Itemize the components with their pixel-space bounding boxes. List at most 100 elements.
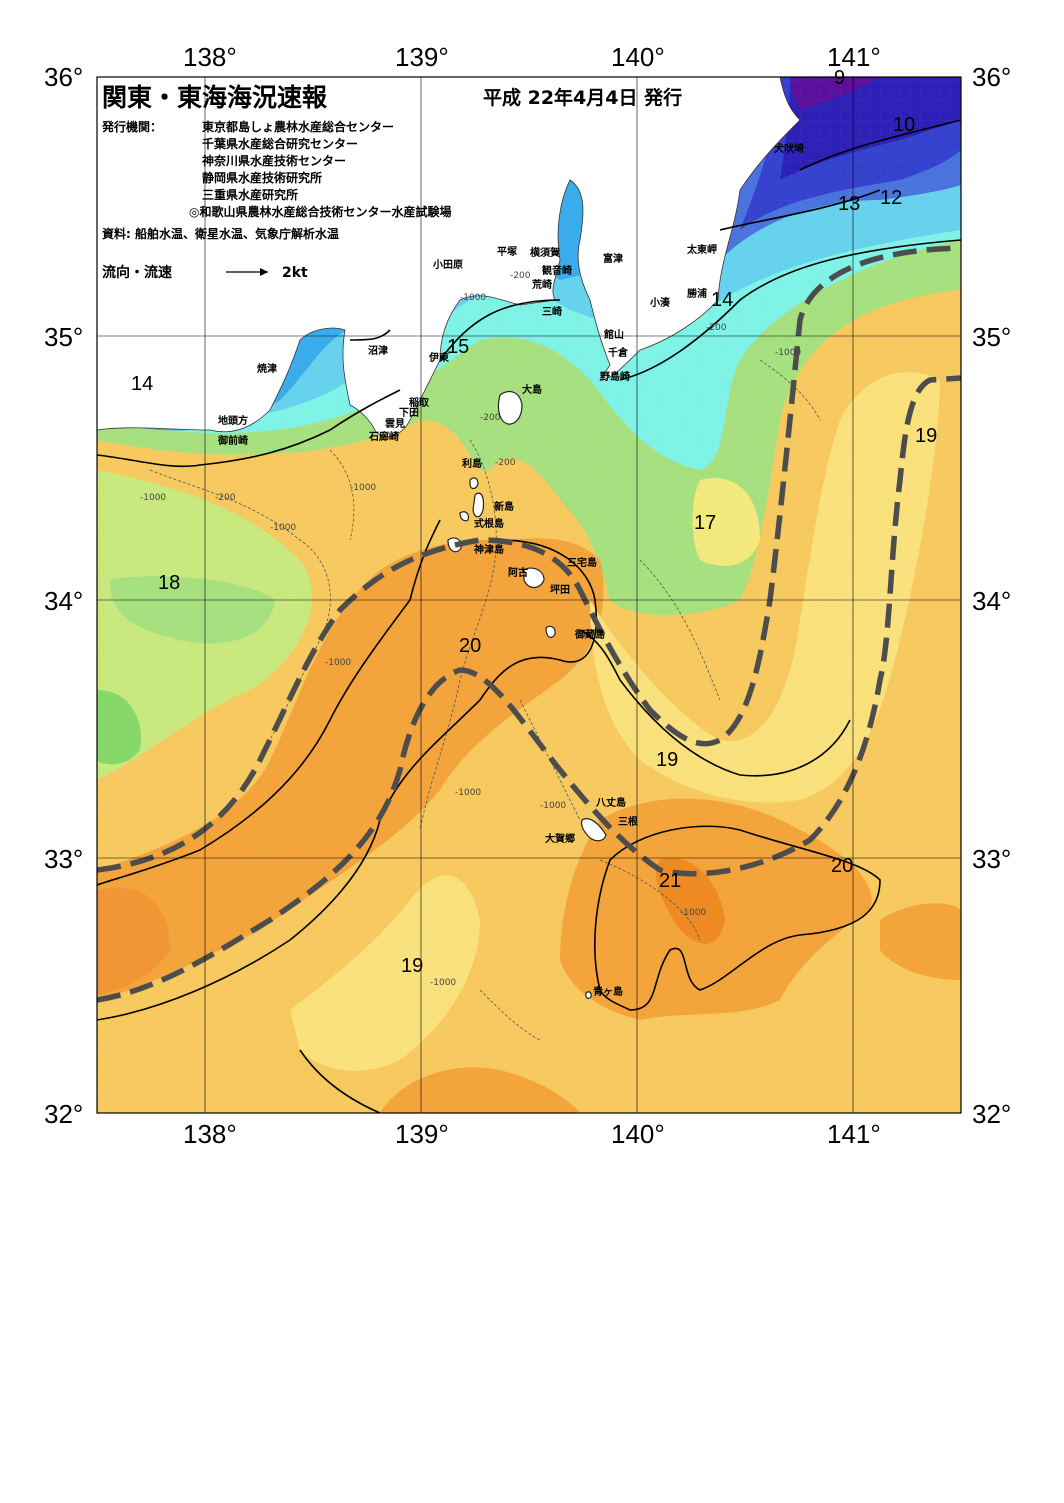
lat-label-left: 32° [44,1099,83,1129]
issuer-label: 発行機関： [101,119,162,134]
place-label: 三根 [618,815,638,828]
place-label: 下田 [399,407,419,419]
depth-label: -200 [480,413,501,423]
place-label: 阿古 [508,566,528,579]
place-label: 横須賀 [530,246,560,259]
issuer-line: 静岡県水産技術研究所 [202,170,322,185]
isotherm-labels: 9 10 12 13 14 14 14 15 17 18 19 19 19 20… [131,67,937,977]
lon-label-bottom: 139° [395,1119,449,1149]
place-label: 御前崎 [217,434,248,447]
place-label: 富津 [603,252,623,265]
place-label: 小湊 [649,296,671,309]
islands [447,391,607,999]
place-label: 野島崎 [600,370,630,383]
oshima-island [497,391,523,425]
lon-label-bottom: 141° [827,1119,881,1149]
isotherm-label: 9 [834,67,845,89]
place-label: 勝浦 [687,287,707,300]
depth-label: -1000 [460,293,486,303]
lon-label-top: 138° [183,42,237,72]
isotherm-label: 14 [711,289,733,311]
lon-label-top: 139° [395,42,449,72]
place-label: 館山 [603,328,624,341]
lat-label-right: 33° [972,844,1011,874]
mikurajima-island [545,625,556,638]
map-title: 関東・東海海況速報 [102,83,328,112]
place-label: 観音崎 [542,264,572,277]
kuroshio-axis [97,245,961,1003]
place-label: 坪田 [550,583,570,596]
place-label: 犬吠埼 [774,142,804,155]
depth-labels: -200 -200 -200 -200 -200 -1000 -1000 -10… [140,271,801,988]
legend-scale: 2kt [282,265,308,281]
lat-label-left: 36° [44,62,83,92]
isotherm-label: 13 [838,193,860,215]
isotherm-label: 19 [401,955,423,977]
isotherm-label: 14 [131,373,153,395]
depth-label: -1000 [775,348,801,358]
depth-label: -1000 [325,658,351,668]
depth-label: -200 [215,493,236,503]
issuer-line: 三重県水産研究所 [202,187,298,202]
issuer-line: 千葉県水産総合研究センター [202,136,358,151]
lon-label-bottom: 140° [611,1119,665,1149]
isotherm-label: 19 [915,425,937,447]
place-label: 荒崎 [531,278,552,291]
isotherm-label: 19 [656,749,678,771]
depth-label: -200 [495,458,516,468]
issuer-line: ◎和歌山県農林水産総合技術センター水産試験場 [189,204,451,219]
depth-label: -1000 [140,493,166,503]
lat-label-left: 34° [44,586,83,616]
place-label: 地頭方 [218,414,248,427]
issue-date: 平成 22年4月4日 発行 [483,86,682,109]
grid-lines [97,77,961,1113]
depth-label: -200 [706,323,727,333]
depth-label: -1000 [680,908,706,918]
depth-label: -200 [510,271,531,281]
place-label: 伊東 [428,351,449,364]
place-label: 八丈島 [595,796,626,809]
data-source: 資料: 船舶水温、衛星水温、気象庁解析水温 [102,226,339,241]
lat-label-left: 35° [44,322,83,352]
toshima-island [469,477,479,490]
place-label: 式根島 [474,517,504,530]
axis-labels: 138° 139° 140° 141° 138° 139° 140° 141° … [44,42,1011,1149]
miyakejima-island [523,567,545,589]
place-label: 利島 [462,457,482,470]
isotherm-label: 17 [694,512,716,534]
lat-label-left: 33° [44,844,83,874]
depth-label: -1000 [540,801,566,811]
isotherm-label: 21 [659,870,681,892]
issuer-line: 東京都島しょ農林水産総合センター [202,119,394,134]
isotherm-label: 15 [447,336,469,358]
place-label: 石廊崎 [368,430,399,443]
isotherm-label: 20 [831,855,853,877]
hachijojima-island [580,818,607,842]
shikinejima-island [459,511,470,522]
lon-label-bottom: 138° [183,1119,237,1149]
lon-label-top: 141° [827,42,881,72]
niijima-island [472,492,485,518]
place-label: 焼津 [257,362,277,375]
depth-label: -1000 [455,788,481,798]
map-header: 関東・東海海況速報 平成 22年4月4日 発行 発行機関： 東京都島しょ農林水産… [101,83,682,281]
place-label: 太東岬 [686,243,717,256]
place-label: 三宅島 [567,556,597,569]
kozushima-island [447,537,462,553]
lat-label-right: 35° [972,322,1011,352]
lat-label-right: 32° [972,1099,1011,1129]
place-label: 青ヶ島 [593,985,623,998]
legend-label: 流向・流速 [102,264,172,281]
place-label: 神津島 [474,543,504,556]
depth-label: -1000 [270,523,296,533]
depth-label: -1000 [350,483,376,493]
place-label: 平塚 [497,245,517,258]
place-label: 稲取 [409,396,430,409]
place-label: 千倉 [608,346,629,359]
place-label: 御蔵島 [574,628,605,641]
lat-label-right: 34° [972,586,1011,616]
place-labels: 犬吠埼 太東岬 勝浦 小湊 富津 横須賀 観音崎 荒崎 三崎 平塚 小田原 館山… [217,142,804,998]
place-label: 雲見 [385,418,405,430]
isotherm-label: 18 [158,572,180,594]
